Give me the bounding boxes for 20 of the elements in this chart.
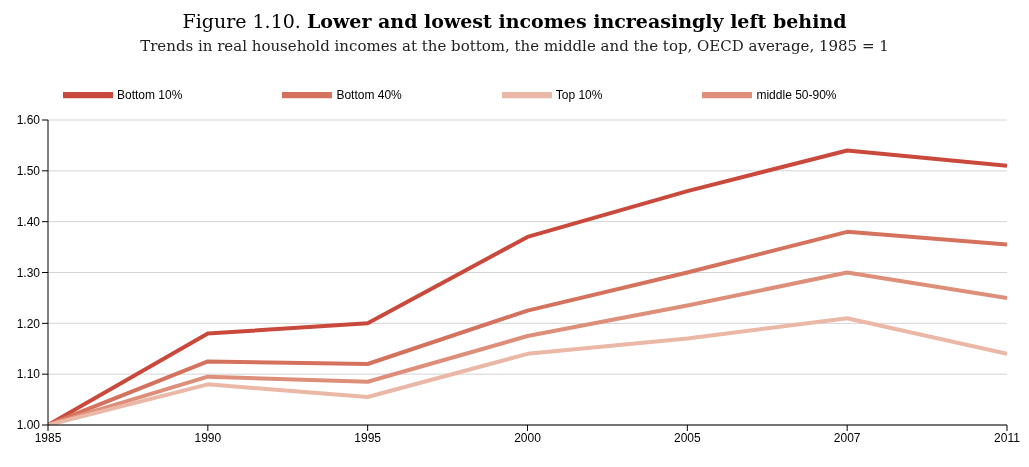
y-tick-label: 1.00 <box>16 418 41 433</box>
legend-label: Top 10% <box>555 87 603 102</box>
x-tick-label: 2000 <box>514 430 542 445</box>
y-tick-label: 1.50 <box>16 164 41 179</box>
x-tick-label: 2005 <box>673 430 701 445</box>
legend-label: Bottom 10% <box>117 87 183 102</box>
y-tick-label: 1.60 <box>16 113 41 128</box>
y-tick-label: 1.20 <box>16 316 41 331</box>
x-tick-label: 1995 <box>354 430 382 445</box>
x-tick-label: 2011 <box>994 430 1021 445</box>
x-tick-label: 1985 <box>34 430 62 445</box>
legend-label: middle 50-90% <box>756 87 837 102</box>
chart-title: Figure 1.10. Lower and lowest incomes increasingly left behind <box>181 9 848 34</box>
x-tick-label: 2007 <box>833 430 861 445</box>
x-tick-label: 1990 <box>194 430 222 445</box>
y-tick-label: 1.30 <box>16 265 41 280</box>
y-tick-label: 1.10 <box>16 367 41 382</box>
y-tick-label: 1.40 <box>16 214 41 229</box>
legend-label: Bottom 40% <box>336 87 402 102</box>
chart-subtitle: Trends in real household incomes at the bottom, the middle and the top, OECD average, 1985 = 1 <box>139 36 890 57</box>
